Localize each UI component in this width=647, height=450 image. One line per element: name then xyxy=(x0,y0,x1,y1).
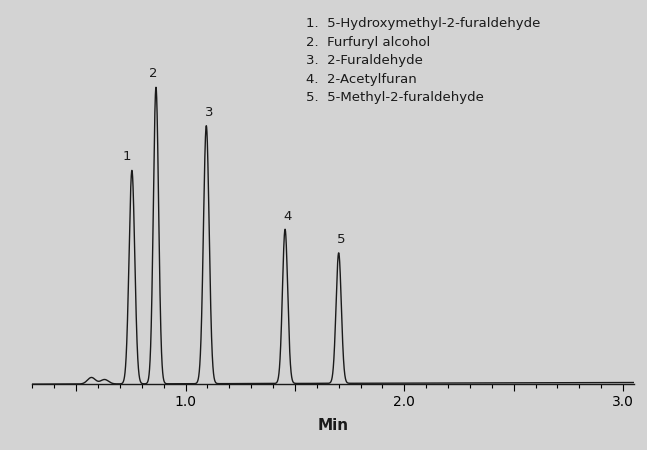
Text: 3: 3 xyxy=(204,106,213,119)
Text: 5: 5 xyxy=(337,233,345,246)
X-axis label: Min: Min xyxy=(318,418,349,432)
Text: 1.  5-Hydroxymethyl-2-furaldehyde
2.  Furfuryl alcohol
3.  2-Furaldehyde
4.  2-A: 1. 5-Hydroxymethyl-2-furaldehyde 2. Furf… xyxy=(306,17,540,104)
Text: 1: 1 xyxy=(123,150,131,163)
Text: 4: 4 xyxy=(283,210,292,223)
Text: 2: 2 xyxy=(149,67,158,80)
